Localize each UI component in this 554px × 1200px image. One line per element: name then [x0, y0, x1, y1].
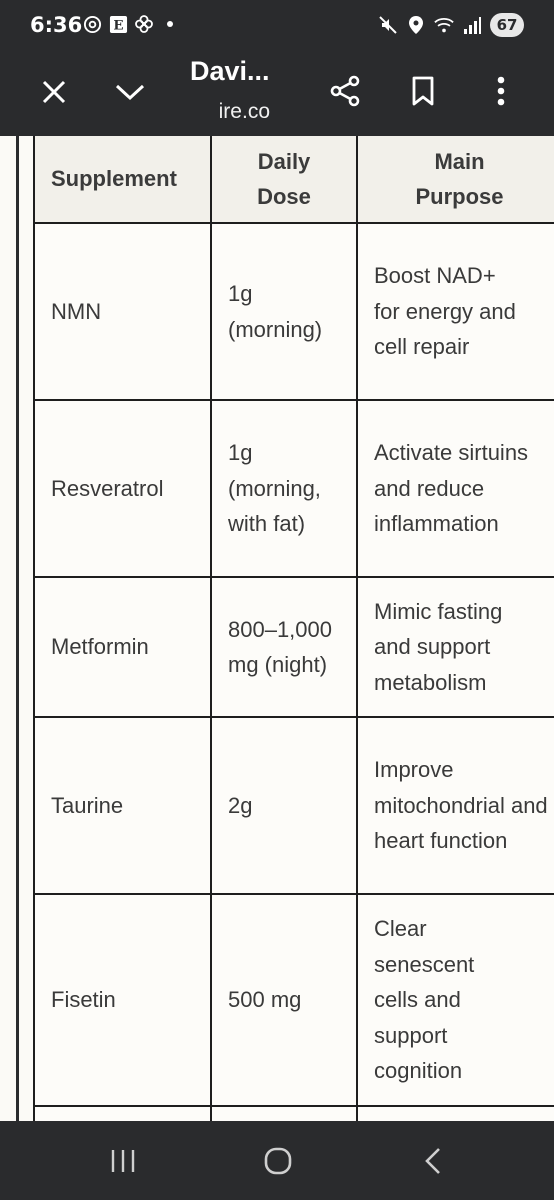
- web-content[interactable]: Supplement Daily Dose Main Purpose NMN 1…: [0, 136, 554, 1121]
- wifi-icon: [434, 15, 454, 35]
- share-button[interactable]: [322, 70, 368, 116]
- more-icon: [497, 76, 505, 111]
- table-row: Taurine 2g Improve mitochondrial and hea…: [33, 716, 554, 895]
- chevron-down-icon: [115, 83, 145, 106]
- cell-supplement: Resveratrol: [33, 399, 212, 578]
- svg-text:E: E: [113, 18, 123, 33]
- page-title: Davi...: [190, 56, 270, 86]
- cell-supplement: Taurine: [33, 716, 212, 895]
- header-supplement: Supplement: [33, 136, 212, 224]
- header-daily-dose-text: Daily Dose: [257, 148, 311, 210]
- cell-purpose-text: Mimic fasting and support metabolism: [374, 598, 503, 695]
- cell-dose: 500 mg: [210, 893, 358, 1107]
- cell-empty: [33, 1105, 212, 1121]
- cell-dose-text: 800–1,000 mg (night): [228, 616, 332, 678]
- signal-icon: [462, 15, 482, 35]
- header-main-purpose-text: Main Purpose: [415, 148, 504, 210]
- back-button[interactable]: [413, 1143, 453, 1183]
- threads-icon: [82, 14, 102, 34]
- table-row: NMN 1g (morning) Boost NAD+ for energy a…: [33, 222, 554, 401]
- custom-tab-toolbar: Davi... ire.co: [0, 52, 554, 136]
- table-header-row: Supplement Daily Dose Main Purpose: [33, 136, 554, 224]
- cell-purpose: Boost NAD+ for energy and cell repair: [356, 222, 554, 401]
- back-icon: [423, 1146, 443, 1181]
- cell-purpose: Improve mitochondrial and heart function: [356, 716, 554, 895]
- table-row: Fisetin 500 mg Clear senescent cells and…: [33, 893, 554, 1107]
- cell-supplement: NMN: [33, 222, 212, 401]
- close-icon: [41, 79, 67, 110]
- cell-empty: [356, 1105, 554, 1121]
- header-daily-dose: Daily Dose: [210, 136, 358, 224]
- cell-dose: 1g (morning): [210, 222, 358, 401]
- location-icon: [406, 15, 426, 35]
- cell-purpose: Mimic fasting and support metabolism: [356, 576, 554, 718]
- battery-indicator: 67: [490, 13, 524, 37]
- cell-purpose: Activate sirtuins and reduce inflammatio…: [356, 399, 554, 578]
- fan-icon: [134, 14, 154, 34]
- bookmark-icon: [411, 76, 435, 111]
- status-time: 6:36: [30, 13, 83, 37]
- status-notification-icons: E: [82, 14, 180, 34]
- home-button[interactable]: [258, 1143, 298, 1183]
- page-left-border: [16, 136, 19, 1121]
- recents-button[interactable]: [103, 1143, 143, 1183]
- bookmark-button[interactable]: [400, 70, 446, 116]
- e-app-icon: E: [108, 14, 128, 34]
- table-row: Metformin 800–1,000 mg (night) Mimic fas…: [33, 576, 554, 718]
- cell-purpose-text: Boost NAD+ for energy and cell repair: [374, 263, 516, 360]
- table-row-partial: [33, 1105, 554, 1121]
- cell-purpose-text: Activate sirtuins and reduce inflammatio…: [374, 440, 529, 537]
- supplement-table: Supplement Daily Dose Main Purpose NMN 1…: [33, 136, 554, 1121]
- cell-dose-text: 1g (morning, with fat): [228, 440, 321, 537]
- status-bar: 6:36 E 67: [0, 0, 554, 52]
- cell-dose: 1g (morning, with fat): [210, 399, 358, 578]
- system-navigation-bar: [0, 1121, 554, 1200]
- header-main-purpose: Main Purpose: [356, 136, 554, 224]
- cell-purpose: Clear senescent cells and support cognit…: [356, 893, 554, 1107]
- minimize-button[interactable]: [108, 72, 152, 116]
- page-url: ire.co: [218, 100, 270, 123]
- recents-icon: [109, 1148, 137, 1179]
- mute-icon: [378, 15, 398, 35]
- more-options-button[interactable]: [478, 70, 524, 116]
- cell-purpose-text: Clear senescent cells and support cognit…: [374, 916, 475, 1084]
- cell-dose: 800–1,000 mg (night): [210, 576, 358, 718]
- status-system-icons: 67: [378, 13, 524, 37]
- home-icon: [263, 1146, 293, 1181]
- cell-dose: 2g: [210, 716, 358, 895]
- cell-purpose-text: Improve mitochondrial and heart function: [374, 757, 548, 854]
- cell-supplement: Fisetin: [33, 893, 212, 1107]
- cell-supplement: Metformin: [33, 576, 212, 718]
- table-row: Resveratrol 1g (morning, with fat) Activ…: [33, 399, 554, 578]
- cell-dose-text: 1g (morning): [228, 281, 323, 342]
- share-icon: [329, 75, 361, 112]
- close-button[interactable]: [32, 72, 76, 116]
- cell-empty: [210, 1105, 358, 1121]
- dot-icon: [160, 14, 180, 34]
